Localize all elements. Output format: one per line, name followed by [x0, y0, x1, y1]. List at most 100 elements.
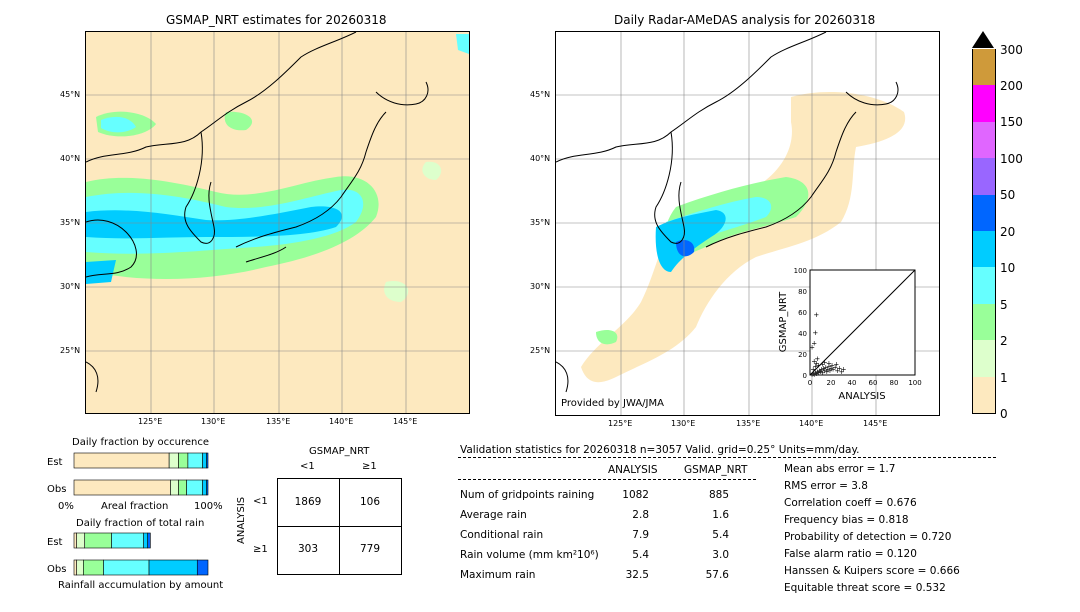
scatter-x-tick: 20 — [827, 379, 836, 387]
right-map — [555, 31, 940, 416]
scatter-point: + — [826, 363, 832, 371]
colorbar-label: 1 — [1000, 371, 1008, 385]
left-lon-label: 135°E — [266, 417, 291, 426]
left-lat-label: 25°N — [60, 346, 81, 355]
data-credit: Provided by JWA/JMA — [561, 398, 664, 409]
fraction-bar-segment — [111, 532, 144, 549]
fraction-bar-segment — [178, 452, 189, 469]
scatter-xlabel: ANALYSIS — [838, 391, 885, 402]
validation-score: RMS error = 3.8 — [784, 480, 868, 492]
scatter-point: + — [821, 365, 827, 373]
validation-col-gsmap: GSMAP_NRT — [684, 464, 748, 476]
scatter-x-tick: 100 — [908, 379, 921, 387]
right-lat-label: 25°N — [530, 346, 551, 355]
validation-row-label: Average rain — [460, 509, 527, 521]
scatter-point: + — [815, 369, 821, 377]
fraction-bar-segment — [73, 559, 77, 576]
left-map-graticule — [86, 32, 469, 413]
right-lon-label: 135°E — [736, 419, 761, 428]
colorbar-label: 50 — [1000, 188, 1016, 202]
scatter-x-tick: 40 — [848, 379, 857, 387]
fraction-bar-segment — [168, 452, 179, 469]
left-map-title: GSMAP_NRT estimates for 20260318 — [166, 13, 387, 27]
scatter-point: + — [811, 357, 817, 365]
scatter-point: + — [836, 365, 842, 373]
left-lat-label: 35°N — [60, 218, 81, 227]
colorbar-label: 200 — [1000, 79, 1023, 93]
fraction-bar-segment — [187, 452, 203, 469]
contingency-col-label: ≥1 — [362, 461, 377, 472]
validation-table-divider — [458, 479, 756, 480]
scatter-y-tick: 40 — [798, 330, 807, 338]
right-map-title: Daily Radar-AMeDAS analysis for 20260318 — [614, 13, 876, 27]
scatter-point: + — [809, 344, 815, 352]
colorbar-segment — [972, 303, 996, 341]
scatter-plot: ++++++++++++++++++++++++++++++++++++++++… — [778, 267, 922, 402]
scatter-point: + — [819, 366, 825, 374]
occurrence-axis-left: 0% — [58, 501, 74, 512]
scatter-x-tick: 80 — [890, 379, 899, 387]
scatter-point: + — [820, 369, 826, 377]
fraction-bar-segment — [170, 479, 179, 496]
scatter-y-tick: 20 — [798, 351, 807, 359]
scatter-point: + — [809, 371, 815, 379]
right-lat-label: 40°N — [530, 154, 551, 163]
total-rain-title: Daily fraction of total rain — [76, 518, 205, 529]
scatter-point: + — [817, 367, 823, 375]
colorbar-segment — [972, 340, 996, 377]
colorbar-label: 300 — [1000, 43, 1023, 57]
left-map-field — [86, 32, 469, 413]
colorbar-segment — [972, 267, 996, 304]
fraction-bar-segment — [73, 452, 170, 469]
validation-gsmap-value: 1.6 — [712, 509, 729, 521]
scatter-point: + — [818, 368, 824, 376]
fraction-bar-segment — [73, 479, 171, 496]
total-rain-axis: Rainfall accumulation by amount — [58, 580, 224, 591]
contingency-row-label: ≥1 — [253, 544, 268, 555]
contingency-cell: 106 — [359, 496, 381, 508]
validation-score: Probability of detection = 0.720 — [784, 531, 952, 543]
occurrence-axis-right: 100% — [194, 501, 223, 512]
contingency-grid: 1869 106 303 779 — [277, 478, 402, 575]
left-lat-label: 40°N — [60, 154, 81, 163]
validation-gsmap-value: 57.6 — [705, 569, 729, 581]
colorbar-label: 150 — [1000, 115, 1023, 129]
validation-row-label: Maximum rain — [460, 569, 536, 581]
right-lat-label: 35°N — [530, 218, 551, 227]
validation-col-analysis: ANALYSIS — [608, 464, 658, 476]
scatter-y-tick: 60 — [798, 309, 807, 317]
fraction-bar-segment — [178, 479, 187, 496]
right-lon-label: 125°E — [608, 419, 633, 428]
scatter-point: + — [823, 364, 829, 372]
left-map — [85, 31, 470, 414]
scatter-point: + — [834, 367, 840, 375]
scatter-point: + — [814, 368, 820, 376]
fraction-bar-segment — [73, 532, 77, 549]
scatter-x-tick: 0 — [808, 379, 812, 387]
scatter-ylabel: GSMAP_NRT — [778, 291, 789, 352]
scatter-point: + — [833, 360, 839, 368]
fraction-bar-segment — [83, 559, 104, 576]
scatter-point: + — [828, 365, 834, 373]
scatter-point: + — [813, 370, 819, 378]
scatter-point: + — [822, 358, 828, 366]
scatter-x-tick: 60 — [869, 379, 878, 387]
scatter-point: + — [824, 368, 830, 376]
colorbar-label: 2 — [1000, 334, 1008, 348]
right-lon-label: 145°E — [863, 419, 888, 428]
contingency-cell: 779 — [359, 543, 381, 555]
fraction-bar-segment — [202, 452, 207, 469]
validation-analysis-value: 7.9 — [632, 529, 649, 541]
scatter-point: + — [812, 329, 818, 337]
scatter-point: + — [827, 367, 833, 375]
validation-score: Hanssen & Kuipers score = 0.666 — [784, 565, 960, 577]
contingency-row-label: <1 — [253, 496, 268, 507]
occurrence-title: Daily fraction by occurence — [72, 437, 210, 448]
validation-score: Correlation coeff = 0.676 — [784, 497, 917, 509]
scatter-point: + — [830, 366, 836, 374]
colorbar-segment — [972, 85, 996, 122]
validation-gsmap-value: 885 — [708, 489, 729, 501]
validation-row-label: Rain volume (mm km²10⁶) — [460, 549, 599, 561]
left-lon-label: 140°E — [329, 417, 354, 426]
left-lat-label: 45°N — [60, 90, 81, 99]
